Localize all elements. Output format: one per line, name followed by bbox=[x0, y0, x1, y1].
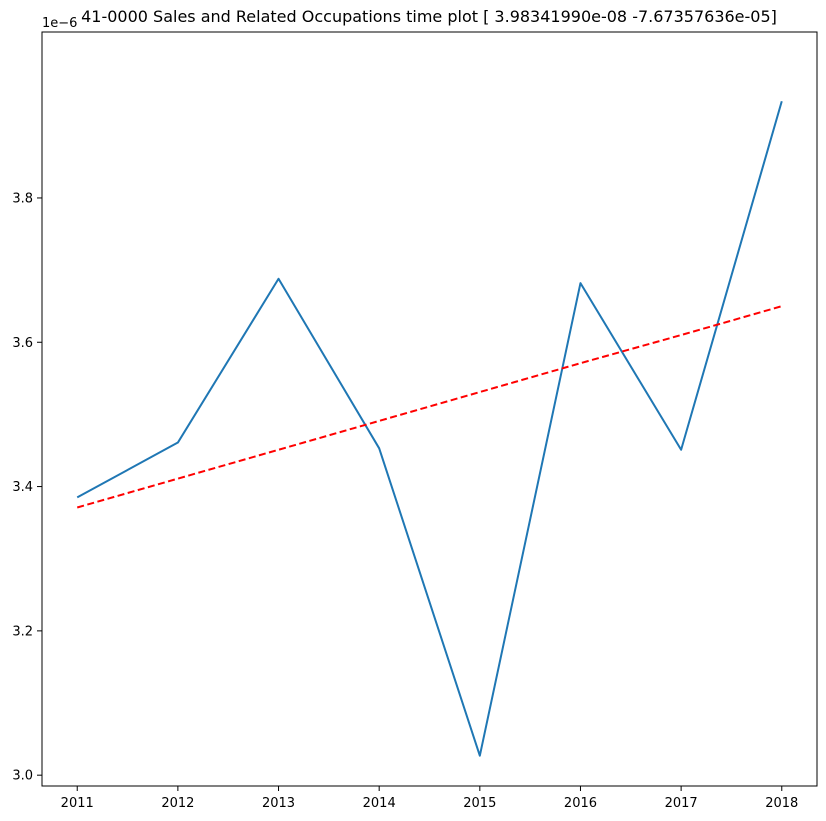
plot-marks bbox=[76, 100, 783, 757]
x-tick-label: 2016 bbox=[564, 796, 597, 811]
y-axis: 3.0 3.2 3.4 3.6 3.8 bbox=[12, 191, 42, 784]
y-tick-label: 3.6 bbox=[12, 336, 33, 351]
y-offset-label: 1e−6 bbox=[42, 16, 77, 31]
x-tick-label: 2018 bbox=[765, 796, 798, 811]
x-tick-label: 2011 bbox=[61, 796, 94, 811]
x-tick-label: 2012 bbox=[161, 796, 194, 811]
chart-title: 41-0000 Sales and Related Occupations ti… bbox=[81, 7, 777, 26]
y-tick-label: 3.4 bbox=[12, 480, 33, 495]
x-tick-label: 2013 bbox=[262, 796, 295, 811]
y-tick-label: 3.2 bbox=[12, 624, 33, 639]
plot-frame bbox=[41, 31, 818, 787]
x-axis: 2011 2012 2013 2014 2015 2016 2017 2018 bbox=[61, 786, 798, 811]
y-tick-label: 3.8 bbox=[12, 191, 33, 206]
x-tick-label: 2015 bbox=[463, 796, 496, 811]
x-tick-label: 2017 bbox=[665, 796, 698, 811]
y-tick-label: 3.0 bbox=[12, 769, 33, 784]
trend-line bbox=[76, 305, 783, 509]
x-tick-label: 2014 bbox=[363, 796, 396, 811]
series-line bbox=[76, 100, 783, 757]
